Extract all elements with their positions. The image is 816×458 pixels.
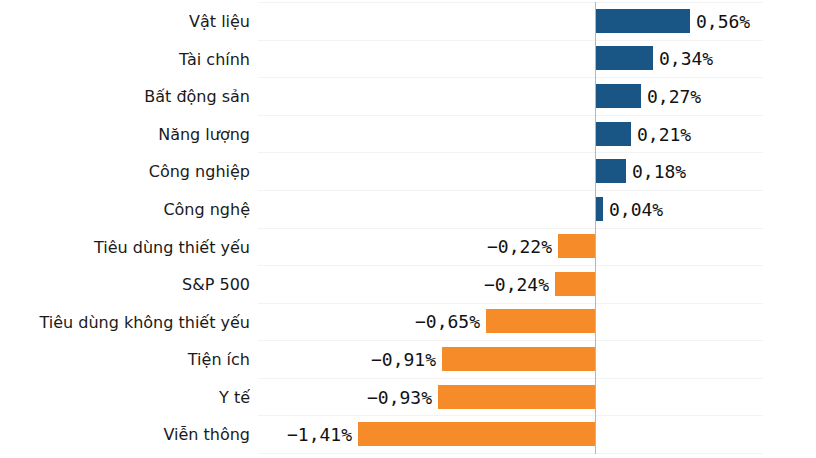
category-label: Năng lượng <box>0 115 250 153</box>
value-label: −0,93% <box>367 387 432 408</box>
sector-performance-bar-chart: Vật liệu 0,56% Tài chính 0,34% Bất động sản 0… <box>0 0 816 458</box>
category-label: Tiện ích <box>0 340 250 378</box>
category-label: S&P 500 <box>0 265 250 303</box>
gridline <box>258 340 763 341</box>
bar-negative <box>438 385 595 409</box>
category-label: Tiêu dùng không thiết yếu <box>0 303 250 341</box>
value-label: 0,27% <box>647 86 701 107</box>
bar-positive <box>596 159 626 183</box>
gridline <box>258 265 763 266</box>
category-label: Công nghiệp <box>0 152 250 190</box>
gridline <box>258 152 763 153</box>
value-label: 0,34% <box>659 48 713 69</box>
category-label: Viễn thông <box>0 415 250 453</box>
category-label: Tài chính <box>0 40 250 78</box>
category-label: Y tế <box>0 378 250 416</box>
bar-negative <box>358 422 595 446</box>
bar-negative <box>555 272 595 296</box>
value-label: −0,65% <box>415 311 480 332</box>
bar-positive <box>596 197 603 221</box>
gridline <box>258 453 763 454</box>
gridline <box>258 2 763 3</box>
bar-negative <box>442 347 595 371</box>
gridline <box>258 228 763 229</box>
bar-negative <box>486 309 595 333</box>
gridline <box>258 40 763 41</box>
value-label: 0,56% <box>696 11 750 32</box>
gridline <box>258 77 763 78</box>
gridline <box>258 378 763 379</box>
zero-baseline <box>595 2 596 454</box>
value-label: −0,24% <box>484 274 549 295</box>
gridline <box>258 415 763 416</box>
value-label: −0,22% <box>487 236 552 257</box>
gridline <box>258 115 763 116</box>
bar-positive <box>596 46 653 70</box>
bar-positive <box>596 9 690 33</box>
category-label: Vật liệu <box>0 2 250 40</box>
category-label: Tiêu dùng thiết yếu <box>0 228 250 266</box>
value-label: −0,91% <box>371 349 436 370</box>
gridline <box>258 303 763 304</box>
bar-positive <box>596 84 641 108</box>
bar-negative <box>558 234 595 258</box>
value-label: 0,04% <box>609 199 663 220</box>
category-label: Bất động sản <box>0 77 250 115</box>
value-label: 0,21% <box>637 124 691 145</box>
category-label: Công nghệ <box>0 190 250 228</box>
bar-positive <box>596 122 631 146</box>
value-label: 0,18% <box>632 161 686 182</box>
value-label: −1,41% <box>287 424 352 445</box>
gridline <box>258 190 763 191</box>
